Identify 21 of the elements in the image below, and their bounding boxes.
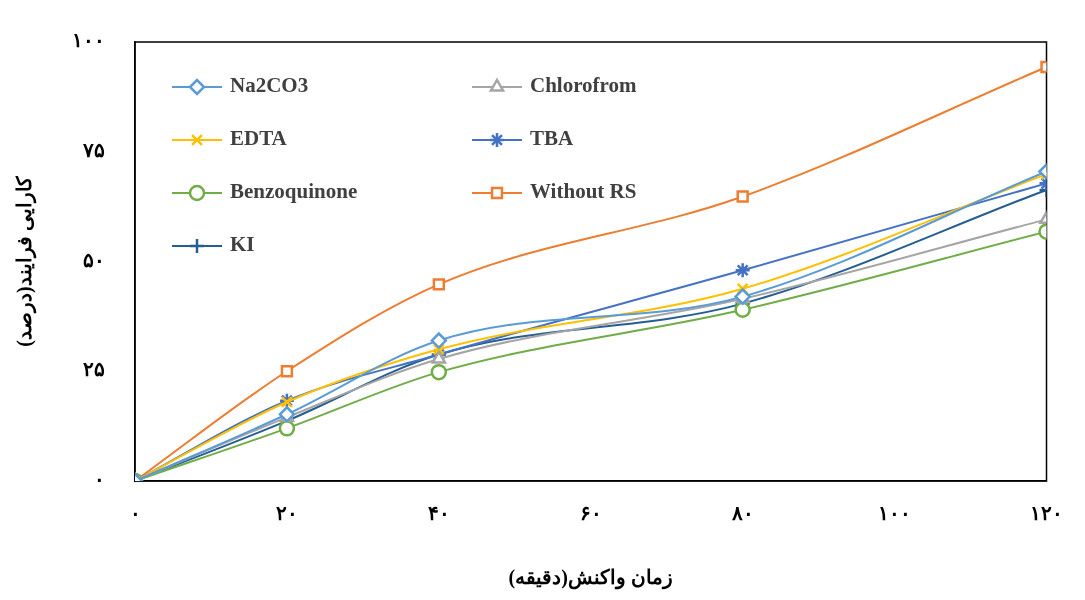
legend-label: KI <box>230 232 255 257</box>
x-tick-label: ۲۰ <box>275 502 298 525</box>
y-tick-label: ۰ <box>94 468 105 491</box>
legend-label: TBA <box>530 126 575 151</box>
y-axis-title: کارایی فرایند(درصد) <box>13 176 38 347</box>
legend-label: Without RS <box>530 179 637 204</box>
x-tick-label: ۸۰ <box>730 502 754 525</box>
y-tick-label: ۲۵ <box>83 358 105 381</box>
legend-label: EDTA <box>230 126 288 151</box>
x-tick-label: ۱۲۰ <box>1030 502 1063 525</box>
x-axis-title: زمان واکنش(دقیقه) <box>508 566 673 591</box>
legend-label: Benzoquinone <box>230 179 358 204</box>
y-tick-label: ۷۵ <box>82 138 105 161</box>
x-tick-label: ۰ <box>129 502 141 525</box>
legend-label: Na2CO3 <box>230 73 309 98</box>
y-tick-label: ۵۰ <box>83 248 105 271</box>
x-tick-label: ۶۰ <box>579 502 602 525</box>
x-tick-label: ۴۰ <box>427 502 450 525</box>
y-tick-label: ۱۰۰ <box>72 29 105 52</box>
x-tick-label: ۱۰۰ <box>878 502 912 525</box>
legend-label: Chlorofrom <box>530 73 638 98</box>
